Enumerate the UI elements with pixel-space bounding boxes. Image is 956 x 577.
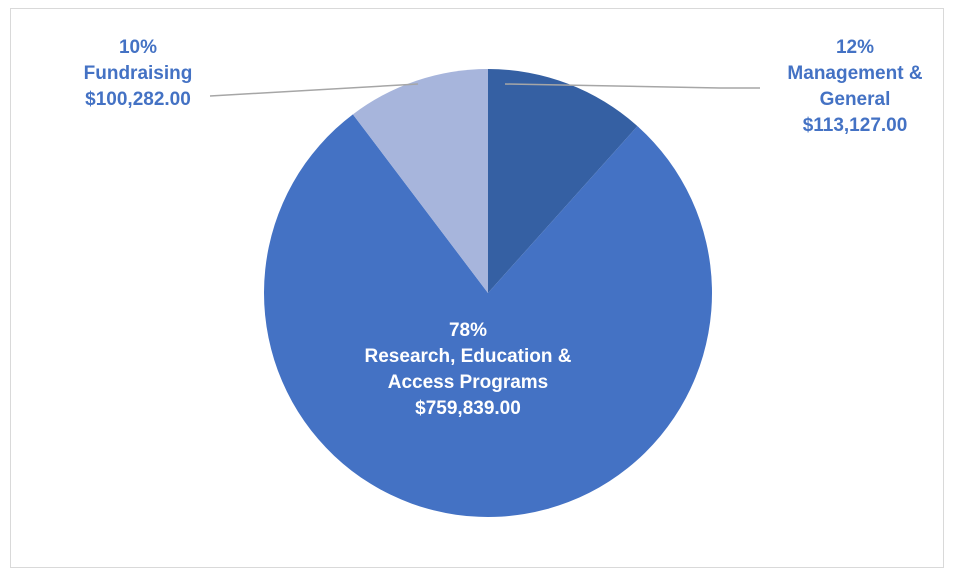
data-label-research-education-access: 78% Research, Education & Access Programs $… [365, 320, 572, 419]
leader-line-management-general [504, 83, 760, 89]
data-label-management-general: 12% Management & General $113,127.00 [787, 37, 922, 136]
data-label-research-education-access-name-line-1: Research, Education & [365, 346, 572, 367]
data-label-fundraising-amount: $100,282.00 [85, 89, 191, 110]
data-labels-group: 12% Management & General $113,127.00 78% Rese… [84, 37, 923, 419]
data-label-management-general-name-line-1: Management & [787, 63, 922, 84]
pie-slice-fundraising [352, 69, 488, 293]
data-label-fundraising: 10% Fundraising $100,282.00 [84, 37, 193, 110]
leader-line-fundraising [209, 83, 419, 97]
data-label-research-education-access-amount: $759,839.00 [415, 398, 521, 419]
data-label-research-education-access-percent: 78% [449, 320, 487, 341]
data-label-fundraising-name-line-1: Fundraising [84, 63, 193, 84]
data-label-management-general-percent: 12% [836, 37, 874, 58]
data-label-fundraising-percent: 10% [119, 37, 157, 58]
data-label-management-general-name-line-2: General [820, 89, 891, 110]
pie-slice-management-general [488, 69, 638, 293]
slices-group [264, 69, 713, 517]
pie-slice-research-education-access [264, 114, 713, 517]
leader-lines-group [209, 83, 760, 97]
data-label-management-general-amount: $113,127.00 [803, 115, 908, 136]
data-label-research-education-access-name-line-2: Access Programs [388, 372, 549, 393]
